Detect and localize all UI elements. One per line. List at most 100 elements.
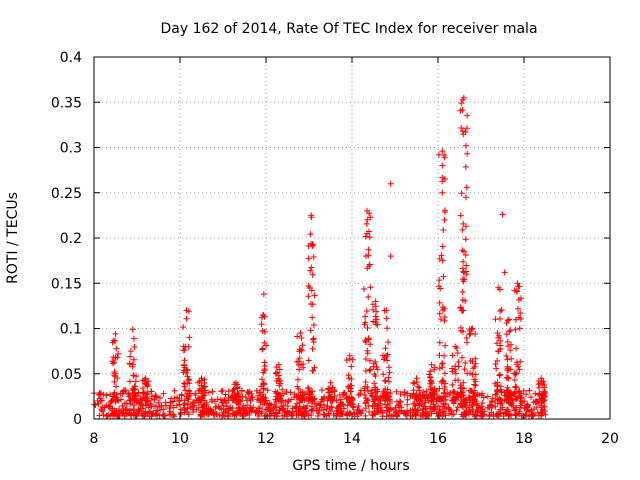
- data-point: [275, 361, 282, 368]
- data-point: [504, 317, 511, 324]
- data-point: [119, 402, 126, 409]
- data-point: [307, 327, 314, 334]
- data-point: [222, 397, 229, 404]
- data-point: [335, 404, 342, 411]
- data-point: [291, 391, 298, 398]
- y-tick-label: 0: [73, 412, 82, 428]
- data-point: [130, 335, 137, 342]
- data-point: [514, 305, 521, 312]
- data-point: [494, 357, 501, 364]
- data-point: [495, 412, 502, 419]
- data-point: [530, 410, 537, 417]
- data-point: [438, 361, 445, 368]
- data-point: [383, 307, 390, 314]
- data-point: [519, 412, 526, 419]
- data-point: [348, 363, 355, 370]
- data-point: [426, 371, 433, 378]
- y-tick-label: 0.15: [51, 276, 82, 292]
- data-point: [492, 403, 499, 410]
- data-point: [115, 350, 122, 357]
- data-point: [294, 376, 301, 383]
- data-point: [512, 316, 519, 323]
- data-point: [498, 389, 505, 396]
- data-point: [160, 390, 167, 397]
- data-point: [247, 407, 254, 414]
- data-point: [183, 307, 190, 314]
- data-point: [295, 358, 302, 365]
- data-point: [260, 291, 267, 298]
- data-point: [412, 411, 419, 418]
- data-point: [274, 369, 281, 376]
- data-point: [367, 341, 374, 348]
- data-point: [504, 406, 511, 413]
- data-point: [480, 394, 487, 401]
- y-tick-label: 0.2: [60, 231, 82, 247]
- data-point: [373, 405, 380, 412]
- data-point: [439, 413, 446, 420]
- data-point: [508, 355, 515, 362]
- data-point: [538, 402, 545, 409]
- data-point: [514, 394, 521, 401]
- data-point: [459, 107, 466, 114]
- data-point: [132, 412, 139, 419]
- data-point: [395, 402, 402, 409]
- data-point: [296, 403, 303, 410]
- data-point: [260, 369, 267, 376]
- data-point: [386, 412, 393, 419]
- y-tick-label: 0.25: [51, 186, 82, 202]
- data-point: [449, 389, 456, 396]
- data-point: [182, 343, 189, 350]
- data-point: [509, 399, 516, 406]
- data-point: [471, 363, 478, 370]
- data-point: [503, 410, 510, 417]
- data-point: [513, 345, 520, 352]
- data-point: [371, 395, 378, 402]
- data-point: [231, 385, 238, 392]
- data-point: [362, 253, 369, 260]
- data-point: [516, 366, 523, 373]
- axis-ticks: [93, 56, 611, 420]
- data-point: [439, 377, 446, 384]
- data-point: [181, 362, 188, 369]
- data-point: [230, 386, 237, 393]
- data-point: [438, 379, 445, 386]
- data-point: [441, 208, 448, 215]
- data-point: [498, 396, 505, 403]
- data-point: [337, 408, 344, 415]
- data-point: [357, 390, 364, 397]
- data-point: [125, 393, 132, 400]
- data-point: [307, 267, 314, 274]
- data-point: [132, 378, 139, 385]
- data-point: [457, 327, 464, 334]
- data-point: [112, 330, 119, 337]
- data-point: [244, 388, 251, 395]
- data-point: [182, 369, 189, 376]
- data-point: [515, 296, 522, 303]
- data-point: [180, 324, 187, 331]
- data-point: [371, 410, 378, 417]
- data-point: [310, 407, 317, 414]
- data-point: [295, 385, 302, 392]
- data-point: [154, 412, 161, 419]
- data-point: [309, 395, 316, 402]
- data-point: [221, 413, 228, 420]
- data-point: [364, 216, 371, 223]
- data-point: [184, 395, 191, 402]
- data-point: [114, 354, 121, 361]
- data-point: [195, 379, 202, 386]
- data-point: [131, 390, 138, 397]
- data-point: [121, 413, 128, 420]
- data-point: [466, 387, 473, 394]
- y-tick-label: 0.3: [60, 141, 82, 157]
- data-point: [232, 379, 239, 386]
- data-point: [441, 175, 448, 182]
- data-point: [366, 234, 373, 241]
- data-point: [126, 378, 133, 385]
- data-point: [124, 409, 131, 416]
- data-point: [365, 336, 372, 343]
- data-point: [368, 387, 375, 394]
- data-point: [313, 400, 320, 407]
- data-point: [511, 376, 518, 383]
- data-point: [462, 297, 469, 304]
- data-point: [423, 388, 430, 395]
